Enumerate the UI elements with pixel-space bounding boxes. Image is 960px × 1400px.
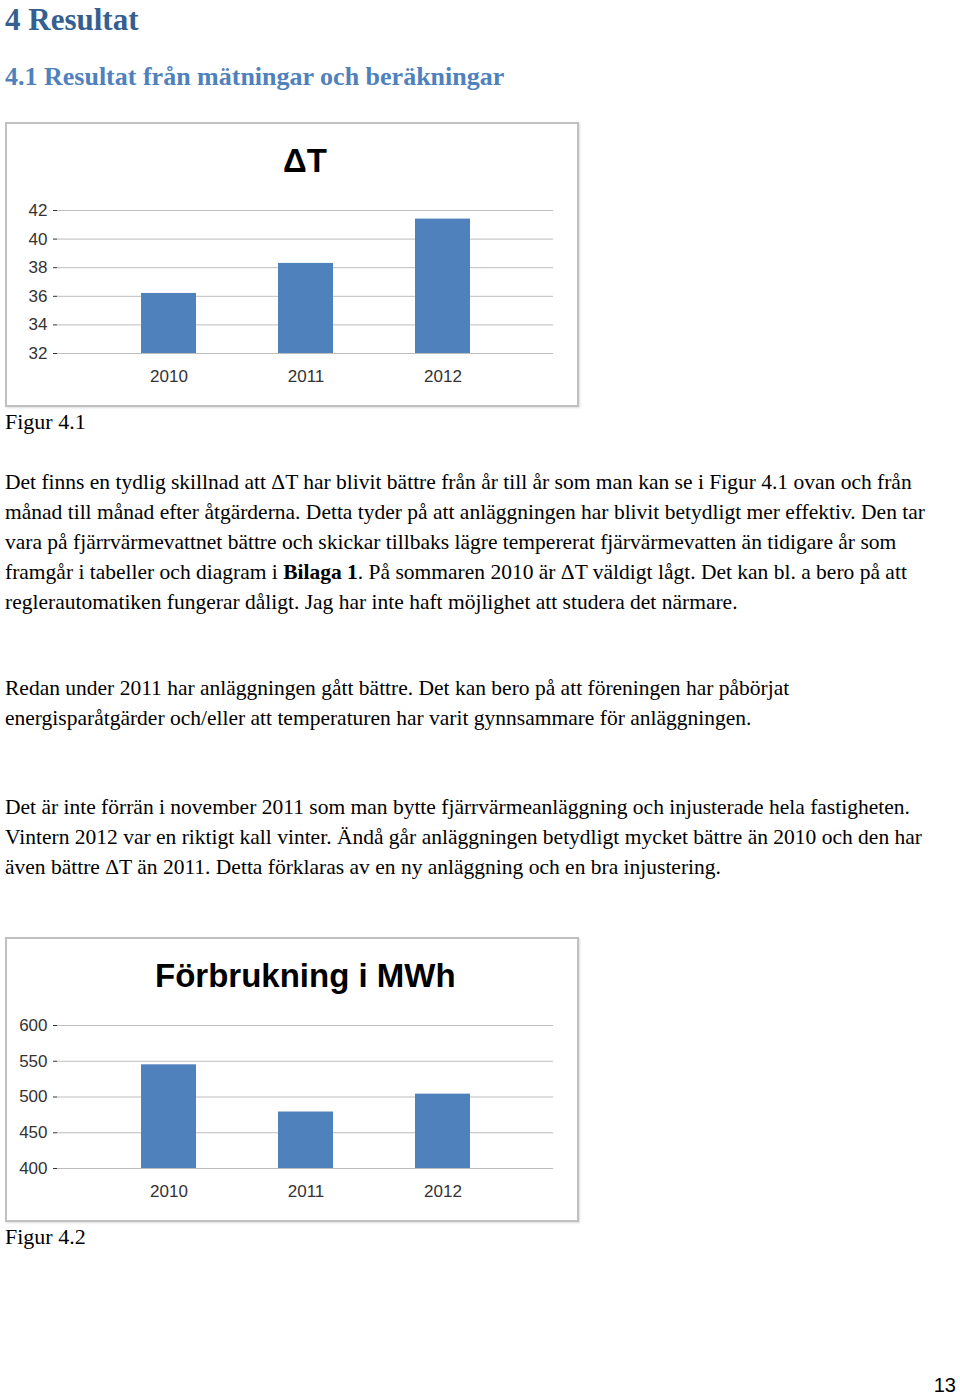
html-text:Figur 4.2: Figur 4.2 [5, 1224, 86, 1249]
html-text:4 Resultat: 4 Resultat [5, 2, 139, 37]
html-text:Det är inte förrän i november: Det är inte förrän i november 2011 som m… [5, 795, 922, 879]
html-text:Det finns en tydlig skillnad a: Det finns en tydlig skillnad att ΔT har … [5, 470, 925, 614]
html-text:ΔT: ΔT [283, 142, 327, 179]
svg-text:34: 34 [29, 315, 48, 334]
svg-text:500: 500 [19, 1087, 47, 1106]
svg-text:450: 450 [19, 1123, 47, 1142]
svg-text:32: 32 [29, 344, 48, 363]
svg-text:2011: 2011 [288, 367, 325, 386]
svg-text:600: 600 [19, 1016, 47, 1035]
svg-text:2012: 2012 [424, 367, 462, 386]
svg-text:2012: 2012 [424, 1182, 462, 1201]
svg-text:550: 550 [19, 1052, 47, 1071]
svg-text:400: 400 [19, 1159, 47, 1178]
svg-text:2011: 2011 [288, 1182, 325, 1201]
svg-text:36: 36 [29, 287, 48, 306]
svg-text:38: 38 [29, 258, 48, 277]
svg-text:2010: 2010 [150, 367, 188, 386]
svg-text:40: 40 [29, 230, 48, 249]
html-text:Förbrukning i MWh: Förbrukning i MWh [155, 957, 456, 994]
svg-text:42: 42 [29, 201, 48, 220]
svg-text:2010: 2010 [150, 1182, 188, 1201]
html-text:13: 13 [933, 1374, 956, 1396]
html-text:Redan under 2011 har anläggnin: Redan under 2011 har anläggningen gått b… [5, 676, 790, 730]
html-text:Figur 4.1: Figur 4.1 [5, 409, 86, 434]
html-text:4.1 Resultat från mätningar oc: 4.1 Resultat från mätningar och beräknin… [5, 62, 505, 91]
